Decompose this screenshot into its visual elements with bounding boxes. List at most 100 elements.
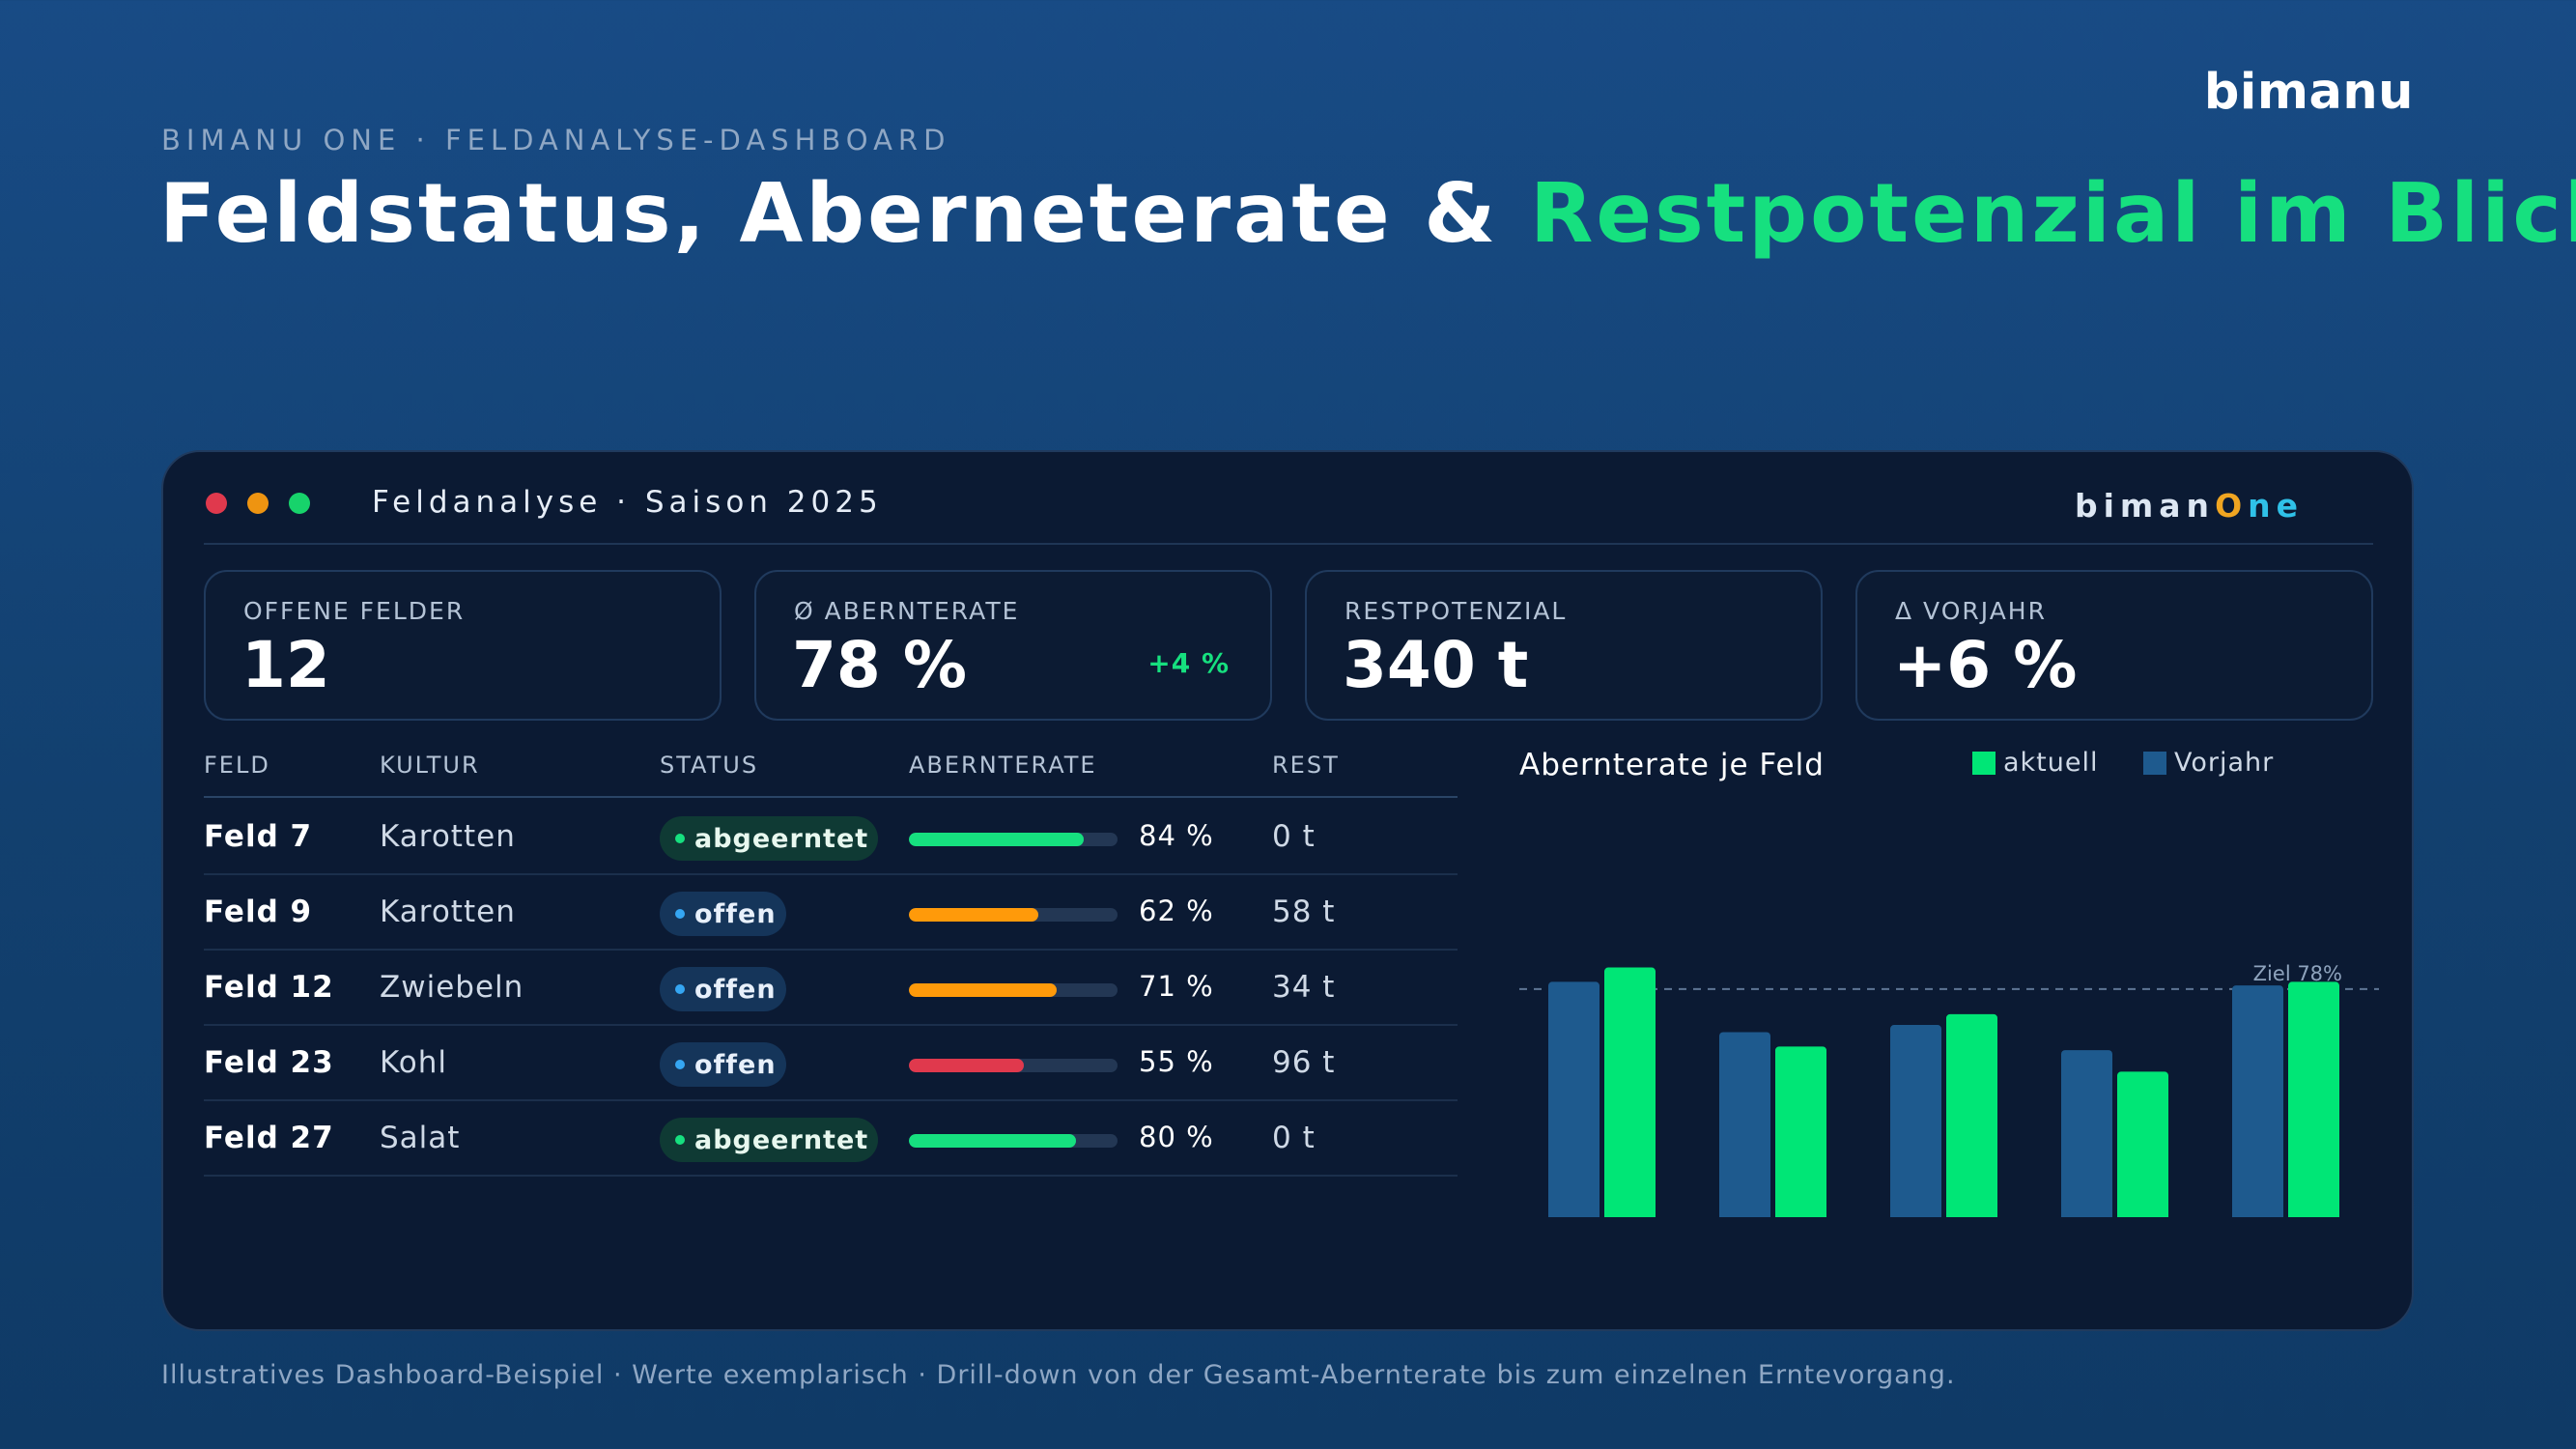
- brand-logo: bimanu: [2203, 64, 2414, 121]
- headline-accent: Restpotenzial im Blick: [1529, 166, 2576, 262]
- bar-aktuell-f23: [2117, 1071, 2168, 1217]
- target-label: Ziel 78%: [2253, 962, 2342, 985]
- status-dot-icon: [675, 984, 685, 994]
- crop-name: Karotten: [380, 895, 516, 929]
- table-row[interactable]: Feld 27 Salat abgeerntet 80 % 0 t: [204, 1101, 1458, 1177]
- harvest-rate-bar: [909, 1059, 1118, 1072]
- bar-vorjahr-f7: [1548, 981, 1599, 1217]
- window-controls: [206, 493, 310, 514]
- harvest-rate-bar: [909, 983, 1118, 997]
- kpi-value: 12: [241, 628, 330, 702]
- kpi-card-rest-potential: RESTPOTENZIAL 340 t: [1305, 570, 1823, 721]
- eyebrow: BIMANU ONE · FELDANALYSE-DASHBOARD: [161, 124, 951, 156]
- bar-vorjahr-f9: [1719, 1032, 1770, 1217]
- field-name: Feld 27: [204, 1121, 334, 1155]
- logo-part-biman: biman: [2074, 487, 2216, 525]
- table-row[interactable]: Feld 7 Karotten abgeerntet 84 % 0 t: [204, 800, 1458, 875]
- harvest-rate-bar-fill: [909, 833, 1085, 846]
- kpi-label: Ø ABERNTERATE: [794, 597, 1020, 625]
- kpi-value: +6 %: [1893, 628, 2078, 702]
- legend-item-vorjahr: Vorjahr: [2143, 748, 2274, 778]
- harvest-rate-value: 62 %: [1139, 895, 1214, 927]
- field-name: Feld 9: [204, 895, 313, 929]
- kpi-value: 78 %: [792, 628, 967, 702]
- window-title: Feldanalyse · Saison 2025: [372, 485, 883, 520]
- bar-vorjahr-f23: [2061, 1050, 2112, 1217]
- bar-vorjahr-f27: [2232, 985, 2283, 1217]
- harvest-rate-bar-fill: [909, 1134, 1076, 1148]
- kpi-label: RESTPOTENZIAL: [1345, 597, 1568, 625]
- bar-aktuell-f27: [2288, 981, 2339, 1217]
- column-header-field[interactable]: FELD: [204, 752, 270, 779]
- table-header-divider: [204, 796, 1458, 798]
- column-header-rate[interactable]: ABERNTERATE: [909, 752, 1097, 779]
- harvest-rate-bar-fill: [909, 983, 1058, 997]
- table-row[interactable]: Feld 23 Kohl offen 55 % 96 t: [204, 1026, 1458, 1101]
- bar-aktuell-f9: [1775, 1046, 1826, 1217]
- crop-name: Salat: [380, 1121, 461, 1155]
- maximize-dot-icon[interactable]: [289, 493, 310, 514]
- footnote: Illustratives Dashboard-Beispiel · Werte…: [161, 1360, 1956, 1390]
- close-dot-icon[interactable]: [206, 493, 227, 514]
- chart-title: Abernterate je Feld: [1519, 748, 1825, 782]
- kpi-card-harvest-rate: Ø ABERNTERATE 78 % +4 %: [754, 570, 1272, 721]
- header-divider: [204, 543, 2373, 545]
- column-header-status[interactable]: STATUS: [660, 752, 759, 779]
- logo-part-ne: ne: [2248, 487, 2304, 525]
- kpi-card-delta-prior-year: Δ VORJAHR +6 %: [1855, 570, 2373, 721]
- rest-value: 58 t: [1272, 895, 1336, 929]
- status-dot-icon: [675, 909, 685, 919]
- legend-label-aktuell: aktuell: [2003, 748, 2099, 778]
- kpi-card-open-fields: OFFENE FELDER 12: [204, 570, 722, 721]
- legend-swatch-aktuell: [1972, 751, 1996, 775]
- column-header-crop[interactable]: KULTUR: [380, 752, 480, 779]
- bar-aktuell-f7: [1604, 967, 1656, 1217]
- status-badge: offen: [660, 967, 786, 1011]
- field-name: Feld 7: [204, 819, 313, 854]
- harvest-rate-value: 84 %: [1139, 819, 1214, 852]
- harvest-rate-bar-fill: [909, 908, 1038, 922]
- status-dot-icon: [675, 834, 685, 843]
- legend-swatch-vorjahr: [2143, 751, 2166, 775]
- status-dot-icon: [675, 1060, 685, 1069]
- logo-part-o: O: [2215, 487, 2249, 525]
- status-badge: offen: [660, 892, 786, 936]
- bar-aktuell-f12: [1946, 1013, 1997, 1217]
- rest-value: 0 t: [1272, 819, 1316, 854]
- harvest-rate-bar-chart: Ziel 78%F7F9F12F23F27: [1519, 962, 2379, 1217]
- rest-value: 34 t: [1272, 970, 1336, 1005]
- page-title: Feldstatus, Aberneterate & Restpotenzial…: [159, 166, 2576, 262]
- column-header-rest[interactable]: REST: [1272, 752, 1340, 779]
- harvest-rate-value: 55 %: [1139, 1045, 1214, 1078]
- kpi-label: Δ VORJAHR: [1895, 597, 2047, 625]
- harvest-rate-value: 71 %: [1139, 970, 1214, 1003]
- harvest-rate-value: 80 %: [1139, 1121, 1214, 1153]
- status-label: offen: [694, 974, 777, 1005]
- field-name: Feld 12: [204, 970, 334, 1005]
- status-label: abgeerntet: [694, 823, 869, 854]
- kpi-delta: +4 %: [1147, 647, 1230, 679]
- kpi-value: 340 t: [1343, 628, 1529, 702]
- status-badge: abgeerntet: [660, 816, 879, 861]
- minimize-dot-icon[interactable]: [247, 493, 269, 514]
- status-dot-icon: [675, 1135, 685, 1145]
- harvest-rate-bar: [909, 1134, 1118, 1148]
- harvest-rate-bar: [909, 833, 1118, 846]
- table-row[interactable]: Feld 9 Karotten offen 62 % 58 t: [204, 875, 1458, 951]
- crop-name: Kohl: [380, 1045, 448, 1080]
- table-row[interactable]: Feld 12 Zwiebeln offen 71 % 34 t: [204, 951, 1458, 1026]
- status-label: offen: [694, 898, 777, 929]
- headline-main: Feldstatus, Aberneterate &: [159, 166, 1530, 262]
- status-label: offen: [694, 1049, 777, 1080]
- status-badge: abgeerntet: [660, 1118, 879, 1162]
- field-name: Feld 23: [204, 1045, 334, 1080]
- crop-name: Zwiebeln: [380, 970, 524, 1005]
- bimanu-one-logo: bimanOne: [2075, 487, 2304, 525]
- harvest-rate-bar-fill: [909, 1059, 1024, 1072]
- rest-value: 0 t: [1272, 1121, 1316, 1155]
- rest-value: 96 t: [1272, 1045, 1336, 1080]
- dashboard-window: Feldanalyse · Saison 2025 bimanOne OFFEN…: [161, 450, 2414, 1331]
- harvest-rate-bar: [909, 908, 1118, 922]
- crop-name: Karotten: [380, 819, 516, 854]
- status-badge: offen: [660, 1042, 786, 1087]
